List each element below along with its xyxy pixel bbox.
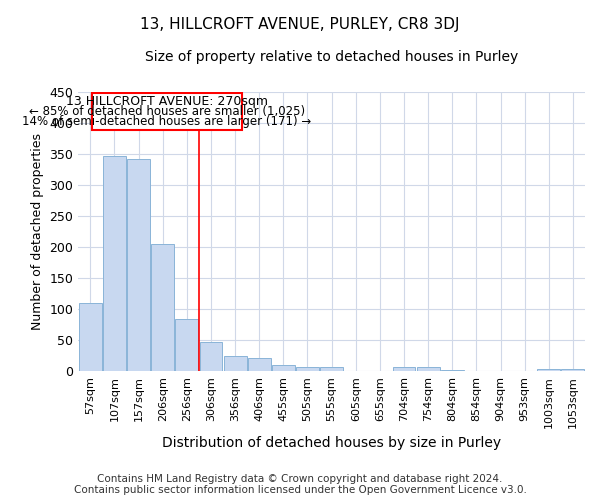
Bar <box>392 366 415 371</box>
Bar <box>151 244 174 371</box>
Bar <box>127 158 150 371</box>
Title: Size of property relative to detached houses in Purley: Size of property relative to detached ho… <box>145 50 518 64</box>
Bar <box>441 370 464 371</box>
Bar <box>175 319 199 371</box>
Bar <box>538 368 560 371</box>
Bar <box>320 368 343 371</box>
X-axis label: Distribution of detached houses by size in Purley: Distribution of detached houses by size … <box>162 436 501 450</box>
Bar <box>296 366 319 371</box>
Bar <box>79 302 102 371</box>
Bar <box>562 369 584 371</box>
Bar <box>200 342 223 371</box>
Bar <box>248 358 271 371</box>
Bar <box>92 93 242 130</box>
Text: Contains HM Land Registry data © Crown copyright and database right 2024.: Contains HM Land Registry data © Crown c… <box>97 474 503 484</box>
Bar <box>272 365 295 371</box>
Bar <box>224 356 247 371</box>
Text: 14% of semi-detached houses are larger (171) →: 14% of semi-detached houses are larger (… <box>22 115 311 128</box>
Text: Contains public sector information licensed under the Open Government Licence v3: Contains public sector information licen… <box>74 485 526 495</box>
Bar <box>416 366 440 371</box>
Text: 13, HILLCROFT AVENUE, PURLEY, CR8 3DJ: 13, HILLCROFT AVENUE, PURLEY, CR8 3DJ <box>140 18 460 32</box>
Bar <box>103 156 126 371</box>
Y-axis label: Number of detached properties: Number of detached properties <box>31 133 44 330</box>
Text: ← 85% of detached houses are smaller (1,025): ← 85% of detached houses are smaller (1,… <box>29 105 305 118</box>
Text: 13 HILLCROFT AVENUE: 270sqm: 13 HILLCROFT AVENUE: 270sqm <box>66 94 268 108</box>
